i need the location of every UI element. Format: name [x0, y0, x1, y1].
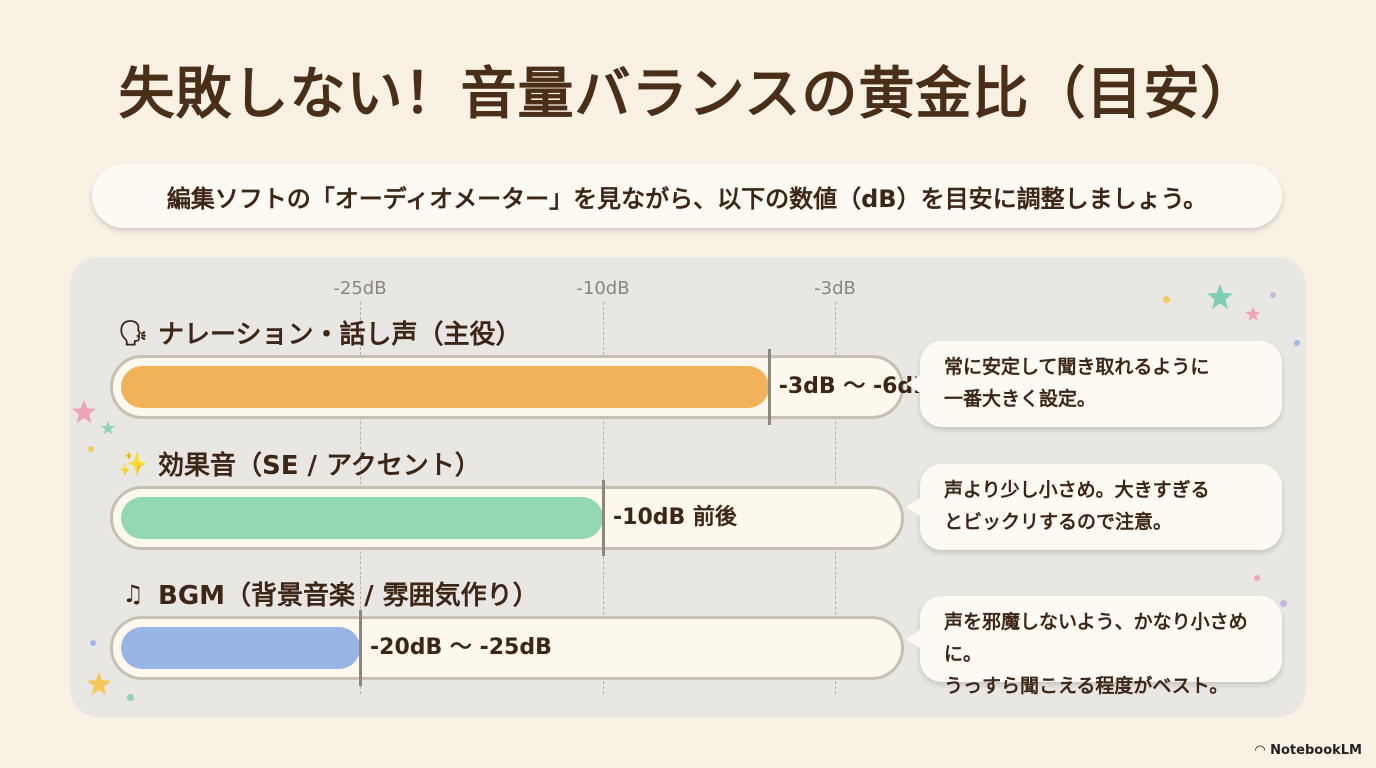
note-se-line1: 声より少し小さめ。大きすぎる: [944, 479, 1210, 501]
dot-decoration: [1254, 575, 1260, 581]
notebooklm-logo-icon: ◠: [1255, 743, 1266, 758]
note-se-line2: とビックリするので注意。: [944, 511, 1173, 533]
note-bubble-se: 声より少し小さめ。大きすぎる とビックリするので注意。: [906, 464, 1282, 550]
tick-label-3db: -3dB: [814, 278, 856, 299]
row-label-se-text: 効果音（SE / アクセント）: [158, 451, 481, 481]
music-note-icon: ♫: [122, 579, 144, 608]
dot-decoration: [127, 694, 134, 701]
tick-label-25db: -25dB: [333, 278, 387, 299]
subtitle-box: 編集ソフトの「オーディオメーター」を見ながら、以下の数値（dB）を目安に調整しま…: [92, 164, 1282, 228]
star-icon: [1207, 284, 1233, 309]
page-title: 失敗しない！音量バランスの黄金比（目安）: [118, 62, 1258, 127]
level-marker-bgm: [359, 610, 362, 686]
sparkles-icon: ✨: [118, 449, 148, 478]
row-label-narration-text: ナレーション・話し声（主役）: [158, 320, 522, 350]
star-icon: [1245, 306, 1261, 322]
level-fill-narration: [121, 366, 769, 408]
note-bubble-bgm: 声を邪魔しないよう、かなり小さめに。 うっすら聞こえる程度がベスト。: [906, 596, 1282, 697]
star-icon: [86, 671, 112, 696]
range-text-narration: -3dB 〜 -6dB: [778, 374, 930, 399]
dot-decoration: [88, 446, 94, 452]
range-text-bgm: -20dB 〜 -25dB: [370, 635, 552, 660]
subtitle-text: 編集ソフトの「オーディオメーター」を見ながら、以下の数値（dB）を目安に調整しま…: [166, 184, 1208, 213]
level-marker-narration: [767, 349, 771, 425]
tick-label-10db: -10dB: [576, 278, 630, 299]
note-narration-line1: 常に安定して聞き取れるように: [944, 356, 1210, 378]
level-track-bgm: -20dB 〜 -25dB: [110, 610, 904, 686]
row-label-se: ✨ 効果音（SE / アクセント）: [116, 445, 481, 482]
row-label-bgm-text: BGM（背景音楽 / 雰囲気作り）: [158, 581, 539, 611]
brand-text: NotebookLM: [1270, 743, 1362, 758]
star-icon: [71, 399, 97, 424]
note-bgm-line2: うっすら聞こえる程度がベスト。: [944, 675, 1229, 697]
level-fill-bgm: [121, 627, 360, 669]
note-narration-line2: 一番大きく設定。: [944, 388, 1097, 410]
level-track-narration: -3dB 〜 -6dB: [110, 349, 930, 425]
dot-decoration: [90, 640, 96, 646]
row-label-narration: 🗣 ナレーション・話し声（主役）: [116, 314, 522, 351]
dot-decoration: [1163, 296, 1170, 303]
star-icon: [101, 421, 115, 435]
brand-notebooklm: ◠ NotebookLM: [1255, 743, 1362, 758]
note-bubble-narration: 常に安定して聞き取れるように 一番大きく設定。: [906, 341, 1282, 427]
level-marker-se: [602, 480, 605, 556]
row-label-bgm: ♫ BGM（背景音楽 / 雰囲気作り）: [116, 575, 539, 612]
dot-decoration: [1270, 292, 1276, 298]
speaking-head-icon: 🗣: [117, 318, 149, 347]
level-track-se: -10dB 前後: [110, 480, 904, 556]
level-fill-se: [121, 497, 603, 539]
range-text-se: -10dB 前後: [613, 505, 737, 530]
dot-decoration: [1294, 340, 1300, 346]
dot-decoration: [1280, 600, 1287, 607]
note-bgm-line1: 声を邪魔しないよう、かなり小さめに。: [944, 611, 1248, 665]
